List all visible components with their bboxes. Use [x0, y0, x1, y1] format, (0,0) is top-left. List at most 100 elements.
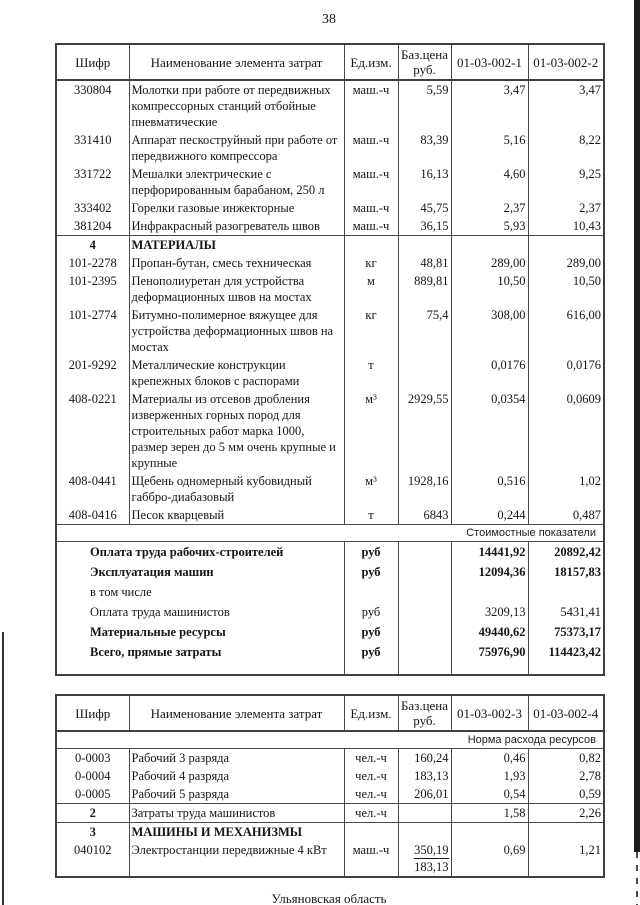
cell-name: Щебень одномерный кубовидный габбро-диаб… [128, 472, 344, 506]
cell-code: 408-0416 [68, 508, 117, 522]
region-footer: Ульяновская область [271, 891, 387, 905]
cell-value-2: 616,00 [527, 306, 604, 356]
cell-code: 331410 [74, 133, 112, 147]
column-header: 01-03-002-2 [527, 44, 604, 81]
cell-base-price [397, 822, 451, 841]
table-row: 333402 Горелки газовые инжекторные маш.-ч 4… [56, 199, 604, 217]
table-row: Оплата труда рабочих-строителей руб 14441,… [56, 541, 604, 562]
table-row: Оплата труда машинистов руб 3209,13 5431,41 [56, 602, 604, 622]
cell-unit: маш.-ч [343, 165, 398, 199]
column-header: Баз.цена руб. [397, 44, 451, 81]
table-row: 040102 Электростанции передвижные 4 кВт ма… [56, 841, 604, 877]
cell-value-1: 5,93 [450, 217, 528, 236]
cell-value-2: 0,82 [527, 748, 604, 767]
table-row: Всего, прямые затраты руб 75976,90 114423,4… [56, 642, 604, 662]
page-number: 38 [322, 12, 336, 27]
column-header: 01-03-002-4 [527, 695, 604, 732]
cell-base-price [397, 541, 451, 562]
cell-unit: маш.-ч [343, 199, 398, 217]
cell-code: 040102 [74, 843, 112, 857]
cell-value-2: 9,25 [527, 165, 604, 199]
cell-name: Материальные ресурсы [90, 625, 226, 639]
cell-unit: чел.-ч [343, 767, 398, 785]
cell-value-1: 308,00 [450, 306, 528, 356]
cell-value-1: 0,69 [450, 841, 528, 877]
cell-base-price [397, 235, 451, 254]
cell-unit: маш.-ч [343, 841, 398, 877]
column-header: Ед.изм. [343, 44, 398, 81]
cell-value-2: 10,43 [527, 217, 604, 236]
cell-value-2 [527, 582, 604, 602]
cell-base-price: 206,01 [397, 785, 451, 804]
table-row: в том числе [56, 582, 604, 602]
cell-name: Всего, прямые затраты [90, 645, 222, 659]
table-row: 0-0004 Рабочий 4 разряда чел.-ч 183,13 1,93 2… [56, 767, 604, 785]
cell-value-1: 1,93 [450, 767, 528, 785]
cell-code: 2 [56, 803, 129, 823]
cell-name: Песок кварцевый [128, 506, 344, 525]
cell-name: в том числе [90, 585, 152, 599]
table-row: 0-0003 Рабочий 3 разряда чел.-ч 160,24 0,46 0… [56, 748, 604, 767]
cell-name: Оплата труда рабочих-строителей [90, 545, 284, 559]
cell-base-price [397, 622, 451, 642]
cell-unit: м³ [343, 390, 398, 472]
cell-value-1: 1,58 [450, 803, 528, 823]
cell-base-price: 1928,16 [397, 472, 451, 506]
cell-value-2: 0,487 [527, 506, 604, 525]
cell-value-1: 14441,92 [450, 541, 528, 562]
cell-value-2: 8,22 [527, 131, 604, 165]
cell-base-price [397, 642, 451, 662]
cell-code: 201-9292 [68, 358, 117, 372]
cell-unit: чел.-ч [343, 785, 398, 804]
cell-code: 3 [56, 822, 129, 841]
column-header: Шифр [56, 44, 129, 81]
cell-value-2: 18157,83 [527, 562, 604, 582]
cell-unit: чел.-ч [343, 748, 398, 767]
table-header-row: Шифр Наименование элемента затрат Ед.изм. Б… [56, 695, 604, 732]
cell-name: МАТЕРИАЛЫ [128, 235, 344, 254]
table-row: Эксплуатация машин руб 12094,36 18157,83 [56, 562, 604, 582]
cell-value-1: 5,16 [450, 131, 528, 165]
cell-value-2: 2,78 [527, 767, 604, 785]
cell-code: 381204 [74, 219, 112, 233]
cell-name: МАШИНЫ И МЕХАНИЗМЫ [128, 822, 344, 841]
table-row: Материальные ресурсы руб 49440,62 75373,17 [56, 622, 604, 642]
cell-base-price: 889,81 [397, 272, 451, 306]
cell-unit: руб [343, 602, 398, 622]
cell-value-2: 2,37 [527, 199, 604, 217]
scan-artifact-left [2, 632, 4, 905]
cell-name: Электростанции передвижные 4 кВт [128, 841, 344, 877]
cell-value-1 [450, 582, 528, 602]
table-row: 331410 Аппарат пескоструйный при работе о… [56, 131, 604, 165]
cell-code: 0-0005 [75, 787, 111, 801]
table-row: 101-2774 Битумно-полимерное вяжущее для у… [56, 306, 604, 356]
band-label: Норма расхода ресурсов [56, 730, 604, 749]
cell-unit: маш.-ч [343, 217, 398, 236]
cell-value-1: 289,00 [450, 254, 528, 272]
table-row: 201-9292 Металлические конструкции крепеж… [56, 356, 604, 390]
cell-base-price [397, 356, 451, 390]
cell-value-2: 0,0176 [527, 356, 604, 390]
cell-value-1: 12094,36 [450, 562, 528, 582]
cell-unit: кг [343, 254, 398, 272]
cell-value-1: 0,0354 [450, 390, 528, 472]
scan-artifact-right-dash [636, 852, 638, 905]
cell-unit: маш.-ч [343, 80, 398, 131]
cell-value-2: 75373,17 [527, 622, 604, 642]
cell-base-price: 36,15 [397, 217, 451, 236]
cell-value-1: 0,244 [450, 506, 528, 525]
table-row: 331722 Мешалки электрические с перфориров… [56, 165, 604, 199]
table-row: 3 МАШИНЫ И МЕХАНИЗМЫ [56, 822, 604, 841]
cell-value-2: 20892,42 [527, 541, 604, 562]
cell-value-2: 10,50 [527, 272, 604, 306]
cell-name: Материалы из отсевов дробления изверженн… [128, 390, 344, 472]
cell-unit: м [343, 272, 398, 306]
cell-name: Металлические конструкции крепежных блок… [128, 356, 344, 390]
fraction-denominator: 183,13 [414, 860, 449, 874]
cell-base-price: 45,75 [397, 199, 451, 217]
cell-code: 330804 [74, 83, 112, 97]
cell-code: 408-0221 [68, 392, 117, 406]
cell-code: 101-2774 [68, 308, 117, 322]
cell-value-2: 2,26 [527, 803, 604, 823]
